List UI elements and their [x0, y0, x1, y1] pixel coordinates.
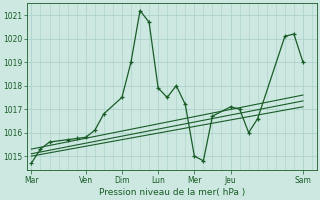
X-axis label: Pression niveau de la mer( hPa ): Pression niveau de la mer( hPa ): [99, 188, 245, 197]
